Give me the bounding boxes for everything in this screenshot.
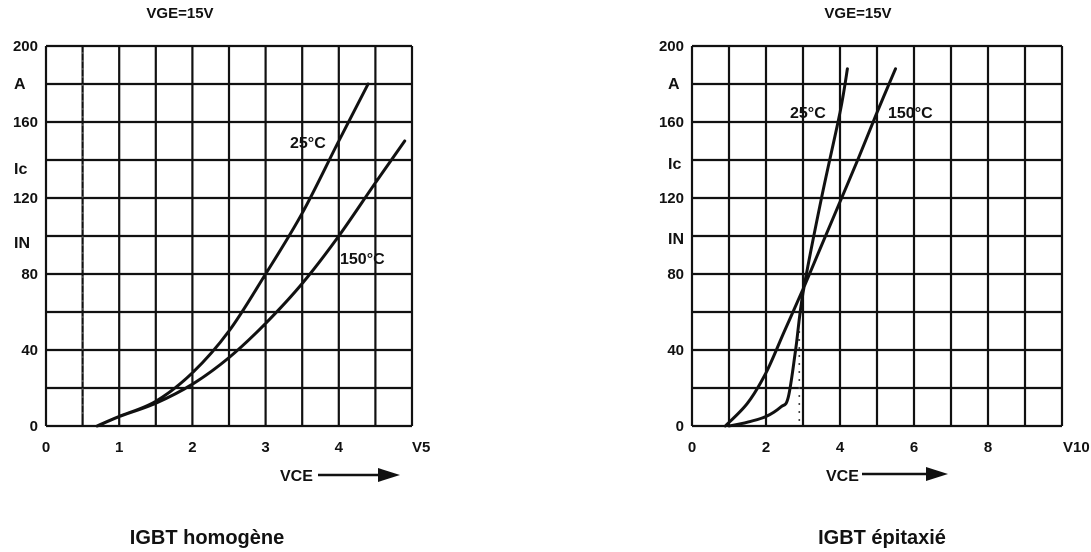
chart-1-series-150c-line [95,139,407,428]
chart-1-x-tick-label: 3 [261,439,269,456]
chart-2-x-tick-label: 8 [984,439,992,456]
chart-2-y-tick-label: 0 [676,418,684,435]
chart-1-y-tick-label: 120 [13,190,38,207]
chart-2-y-tick-label: 80 [667,266,684,283]
chart-1-caption: IGBT homogène [130,527,284,549]
chart-igbt-epitaxie: VGE=15V 0 40 80 120 160 200 0 2 4 6 8 A Ic IN V10… [659,5,1090,549]
chart-2-xlabel: VCE [826,468,859,485]
chart-1-series-label-25c: 25°C [290,135,326,152]
chart-1-y-ticks: 0 40 80 120 160 200 [13,38,38,435]
chart-2-ylabel-unit: A [668,76,680,93]
chart-1-series-25c-line [95,82,370,428]
chart-2-y-tick-label: 160 [659,114,684,131]
chart-1-series [95,82,407,428]
chart-2-series-label-150c: 150°C [888,105,933,122]
chart-2-ylabel-in: IN [668,231,684,248]
chart-1-x-end-label: V5 [412,439,430,456]
chart-2-title: VGE=15V [824,5,891,22]
chart-1-ylabel-unit: A [14,76,26,93]
chart-1-grid [44,44,414,428]
chart-2-x-tick-label: 2 [762,439,770,456]
chart-1-y-tick-label: 160 [13,114,38,131]
chart-1-title: VGE=15V [146,5,213,22]
chart-2-y-ticks: 0 40 80 120 160 200 [659,38,684,435]
chart-2-y-tick-label: 200 [659,38,684,55]
chart-1-x-tick-label: 2 [188,439,196,456]
chart-2-y-tick-label: 120 [659,190,684,207]
chart-1-y-tick-label: 200 [13,38,38,55]
chart-1-x-ticks: 0 1 2 3 4 [42,439,344,456]
chart-1-x-tick-label: 0 [42,439,50,456]
chart-1-x-tick-label: 1 [115,439,123,456]
chart-2-grid [690,44,1064,428]
chart-2-caption: IGBT épitaxié [818,527,946,549]
chart-2-y-tick-label: 40 [667,342,684,359]
chart-1-y-tick-label: 80 [21,266,38,283]
chart-2-series [723,67,897,428]
chart-1-series-label-150c: 150°C [340,251,385,268]
chart-2-series-label-25c: 25°C [790,105,826,122]
chart-1-y-tick-label: 40 [21,342,38,359]
chart-2-x-tick-label: 4 [836,439,845,456]
chart-2-x-ticks: 0 2 4 6 8 [688,439,992,456]
chart-1-y-tick-label: 0 [30,418,38,435]
chart-1-xlabel: VCE [280,468,313,485]
chart-2-x-end-label: V10 [1063,439,1090,456]
chart-2-series-25c-line [727,67,849,428]
chart-2-x-tick-label: 0 [688,439,696,456]
chart-1-ylabel-in: IN [14,235,30,252]
chart-1-xlabel-arrow [318,468,400,482]
chart-2-series-150c-line [723,67,897,428]
chart-1-series-labels: 25°C 150°C [290,135,385,268]
chart-1-x-tick-label: 4 [335,439,344,456]
chart-2-xlabel-arrow [862,467,948,481]
chart-2-x-tick-label: 6 [910,439,918,456]
chart-2-series-labels: 25°C 150°C [790,105,933,122]
chart-2-ylabel-ic: Ic [668,156,681,173]
chart-1-ylabel-ic: Ic [14,161,27,178]
